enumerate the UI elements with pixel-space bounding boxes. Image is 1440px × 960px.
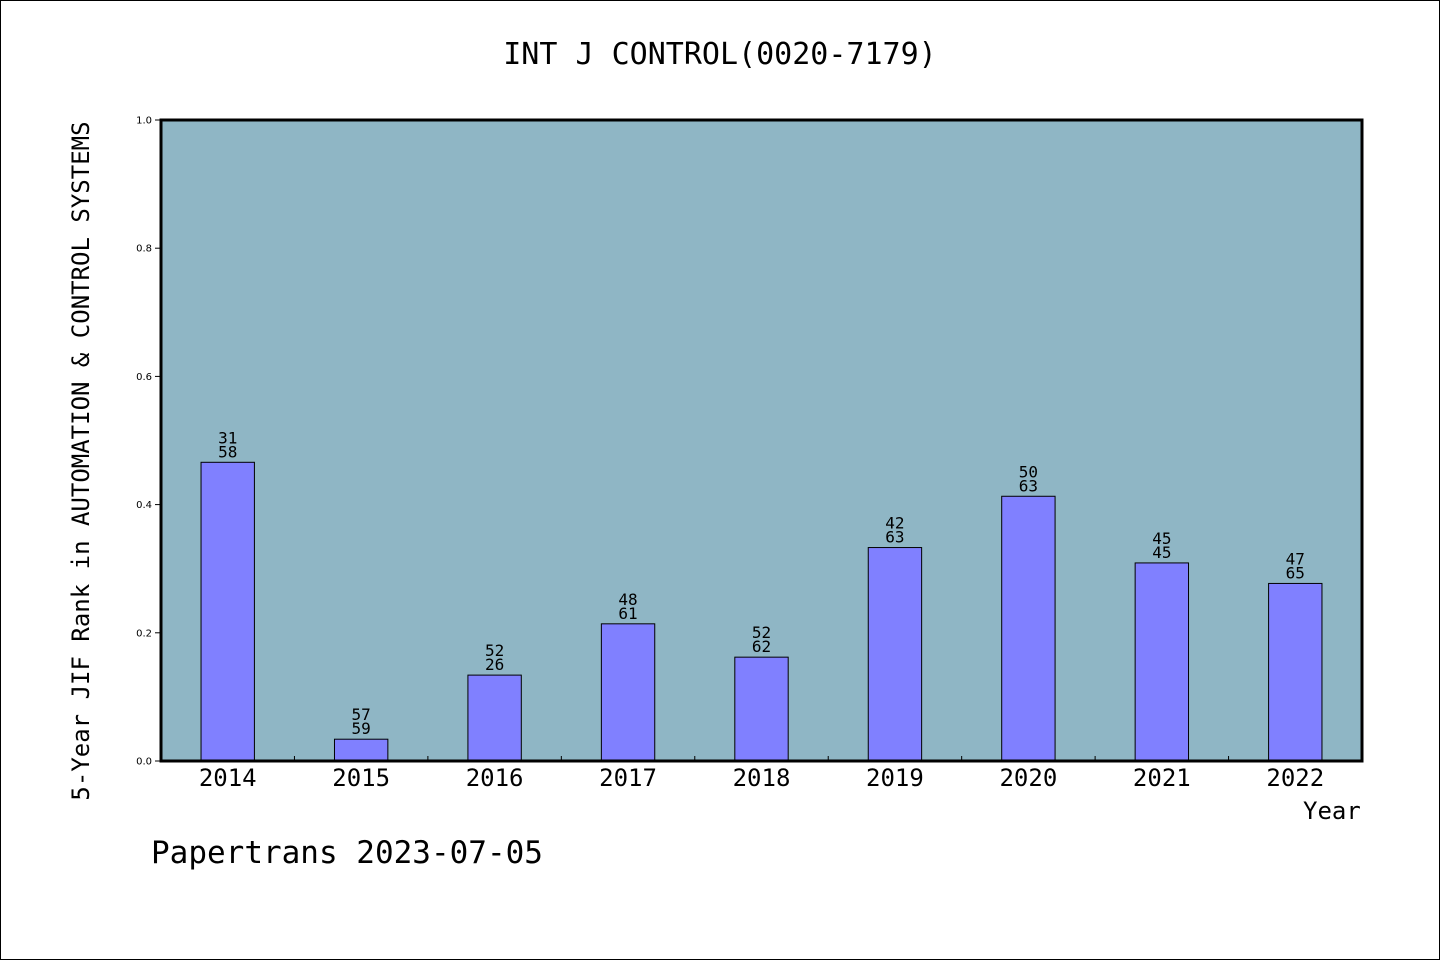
bar-label-top: 57 xyxy=(352,705,371,724)
bar-label-bottom: 58 xyxy=(218,442,237,461)
bar-label-bottom: 63 xyxy=(885,528,904,547)
bar-label-bottom: 62 xyxy=(752,637,771,656)
bar-label-top: 52 xyxy=(752,623,771,642)
footer-credit: Papertrans 2023-07-05 xyxy=(151,835,543,871)
bar-2017 xyxy=(600,623,656,762)
ticks-group: 0.0 0.2 0.4 0.6 0.8 1.0 2014 2015 2016 2017 2018 20… xyxy=(136,116,1324,793)
bar-label-top: 50 xyxy=(1019,462,1038,481)
x-tick-label: 2015 xyxy=(332,764,390,792)
bar-label-top: 52 xyxy=(485,641,504,660)
bar-2020 xyxy=(1001,495,1056,762)
bar-2016 xyxy=(467,674,522,762)
bar-2018 xyxy=(734,656,789,762)
x-tick-label: 2020 xyxy=(999,764,1057,792)
bar-label-bottom: 26 xyxy=(485,655,504,674)
y-tick-label: 0.2 xyxy=(136,628,152,639)
x-tick-label: 2016 xyxy=(466,764,524,792)
bar-label-bottom: 45 xyxy=(1152,543,1171,562)
bar-label-bottom: 63 xyxy=(1019,476,1038,495)
bar-2022 xyxy=(1268,582,1323,762)
bar-label-top: 48 xyxy=(618,590,637,609)
bar-2015 xyxy=(333,738,389,762)
y-tick-label: 0.0 xyxy=(136,757,152,768)
bar-label-bottom: 59 xyxy=(352,719,371,738)
chart-title: INT J CONTROL(0020-7179) xyxy=(503,37,937,72)
bar-2014 xyxy=(200,461,255,762)
y-tick-label: 0.4 xyxy=(136,500,152,511)
y-tick-label: 1.0 xyxy=(136,116,152,127)
x-tick-label: 2022 xyxy=(1266,764,1324,792)
x-tick-label: 2014 xyxy=(199,764,257,792)
plot-border xyxy=(159,118,1364,763)
x-tick-label: 2018 xyxy=(733,764,791,792)
x-axis-label: Year xyxy=(1303,797,1361,825)
bar-2019 xyxy=(867,547,923,762)
bar-2021 xyxy=(1134,562,1190,762)
x-tick-label: 2019 xyxy=(866,764,924,792)
bar-label-top: 31 xyxy=(218,428,237,447)
y-tick-label: 0.6 xyxy=(136,372,152,383)
x-tick-label: 2021 xyxy=(1133,764,1191,792)
bar-label-bottom: 65 xyxy=(1286,563,1305,582)
bar-label-bottom: 61 xyxy=(618,604,637,623)
bar-label-top: 42 xyxy=(885,514,904,533)
x-tick-label: 2017 xyxy=(599,764,657,792)
bar-label-top: 45 xyxy=(1152,529,1171,548)
bar-label-top: 47 xyxy=(1286,549,1305,568)
y-tick-label: 0.8 xyxy=(136,244,152,255)
